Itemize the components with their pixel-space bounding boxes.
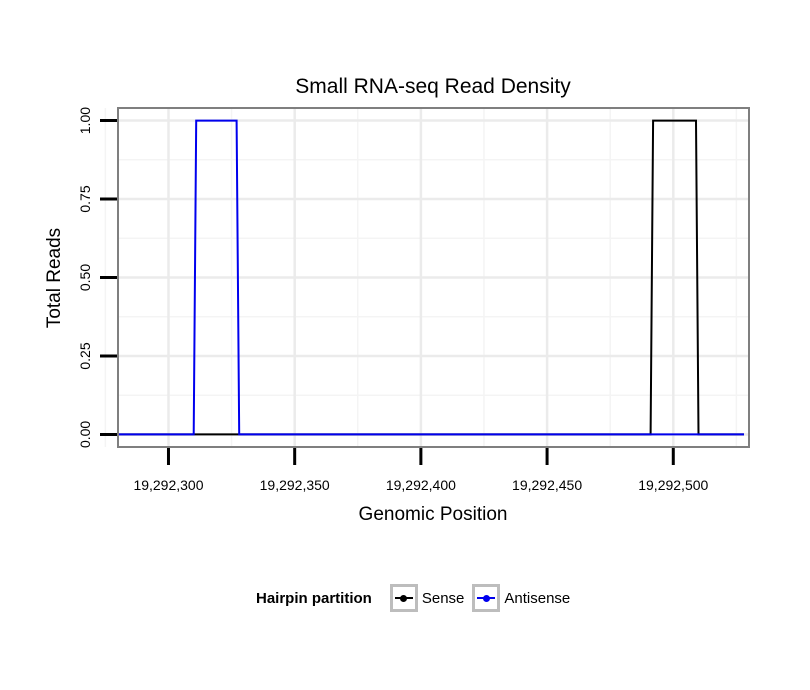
- y-tick-label: 0.50: [77, 264, 93, 291]
- series-lines: [118, 119, 744, 436]
- y-tick-label: 0.75: [77, 185, 93, 212]
- chart-title: Small RNA-seq Read Density: [295, 75, 571, 98]
- y-tick-label: 1.00: [77, 107, 93, 134]
- y-axis-label: Total Reads: [44, 228, 65, 328]
- y-axis: 0.00 0.25 0.50 0.75 1.00: [77, 107, 117, 448]
- y-tick-label: 0.00: [77, 421, 93, 448]
- x-tick-label: 19,292,350: [260, 477, 330, 493]
- legend-dot-antisense: [482, 594, 490, 602]
- x-tick-label: 19,292,300: [133, 477, 203, 493]
- legend-label-sense: Sense: [421, 589, 465, 607]
- x-tick-label: 19,292,500: [638, 477, 708, 493]
- y-tick-label: 0.25: [77, 342, 93, 369]
- legend-item-antisense: Antisense: [472, 584, 570, 612]
- x-tick-label: 19,292,450: [512, 477, 582, 493]
- series-line-antisense: [118, 119, 744, 436]
- plot-panel-border: [117, 107, 750, 448]
- x-axis-label: Genomic Position: [359, 504, 508, 525]
- legend-dot-sense: [400, 594, 408, 602]
- legend-key-antisense-icon: [472, 584, 501, 612]
- x-tick-label: 19,292,400: [386, 477, 456, 493]
- legend: Hairpin partition Sense Antisense: [256, 578, 578, 618]
- legend-label-antisense: Antisense: [504, 589, 571, 607]
- legend-title: Hairpin partition: [256, 589, 372, 607]
- legend-item-sense: Sense: [389, 584, 465, 612]
- legend-key-sense-icon: [389, 584, 418, 612]
- x-axis: 19,292,300 19,292,350 19,292,400 19,292,450…: [133, 448, 709, 493]
